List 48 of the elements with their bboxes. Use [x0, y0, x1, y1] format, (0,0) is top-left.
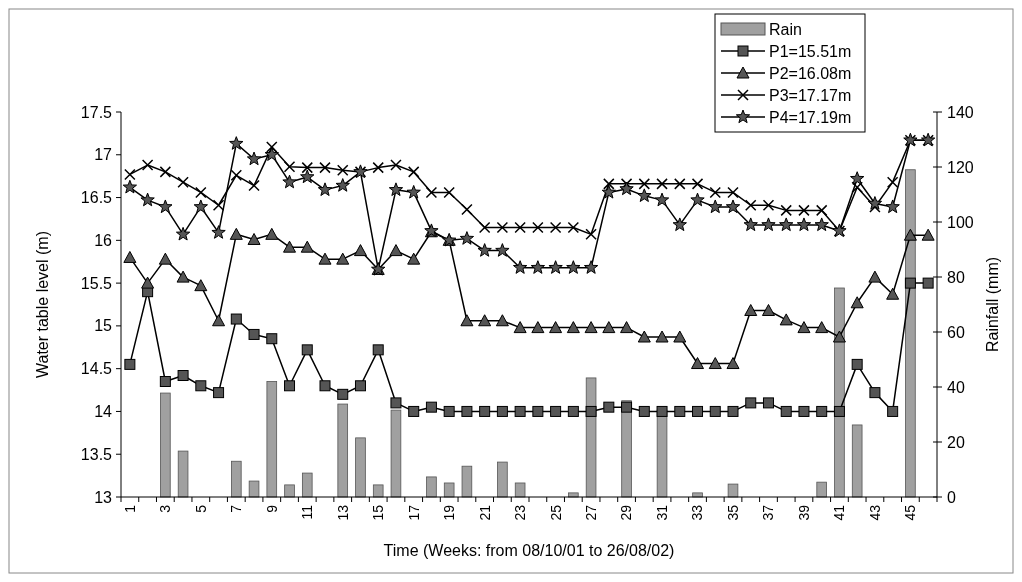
x-axis-title: Time (Weeks: from 08/10/01 to 26/08/02) — [383, 542, 675, 559]
x-tick-label: 11 — [299, 504, 316, 520]
y-tick-label: 13.5 — [80, 445, 113, 463]
x-tick-label: 31 — [653, 504, 670, 521]
x-tick-label: 33 — [689, 504, 706, 521]
y2-tick-label: 140 — [947, 103, 974, 121]
x-tick-label: 5 — [192, 504, 209, 513]
legend-label: P2=16.08m — [769, 64, 852, 82]
y2-tick-label: 80 — [947, 268, 965, 286]
y-tick-label: 17.5 — [80, 103, 113, 121]
y-tick-label: 14.5 — [80, 360, 113, 378]
y2-tick-label: 40 — [947, 378, 965, 396]
x-tick-label: 37 — [760, 504, 777, 521]
x-tick-label: 21 — [476, 504, 493, 521]
legend-label: P3=17.17m — [769, 86, 852, 104]
y2-tick-label: 60 — [947, 323, 965, 341]
x-tick-label: 3 — [157, 504, 174, 513]
x-tick-label: 23 — [512, 504, 529, 521]
y-tick-label: 16 — [94, 231, 113, 249]
x-tick-label: 39 — [795, 504, 812, 521]
y2-tick-label: 20 — [947, 433, 965, 451]
x-tick-label: 17 — [405, 504, 422, 521]
y-tick-label: 15 — [94, 317, 113, 335]
x-tick-label: 9 — [263, 504, 280, 513]
y-tick-label: 17 — [94, 146, 113, 164]
legend-label: P1=15.51m — [769, 42, 852, 60]
y2-tick-label: 120 — [947, 158, 974, 176]
legend-label: P4=17.19m — [769, 108, 852, 126]
x-tick-label: 27 — [582, 504, 599, 521]
y2-tick-label: 100 — [947, 213, 974, 231]
x-tick-label: 41 — [831, 504, 848, 521]
y-tick-label: 16.5 — [80, 189, 113, 207]
x-tick-label: 25 — [547, 504, 564, 521]
x-tick-label: 15 — [370, 504, 387, 521]
x-tick-label: 43 — [866, 504, 883, 521]
x-tick-label: 35 — [724, 504, 741, 521]
x-tick-label: 29 — [618, 504, 635, 521]
y-axis-title: Water table level (m) — [34, 231, 51, 378]
y2-tick-label: 0 — [947, 488, 956, 506]
y2-axis-title: Rainfall (mm) — [984, 256, 1001, 353]
x-tick-label: 7 — [228, 504, 245, 513]
y-tick-label: 15.5 — [80, 274, 113, 292]
x-tick-label: 45 — [902, 504, 919, 521]
x-tick-label: 13 — [334, 504, 351, 521]
y-tick-label: 14 — [94, 403, 113, 421]
x-tick-label: 1 — [121, 504, 138, 513]
legend-label: Rain — [769, 20, 802, 38]
x-tick-label: 19 — [441, 504, 458, 521]
